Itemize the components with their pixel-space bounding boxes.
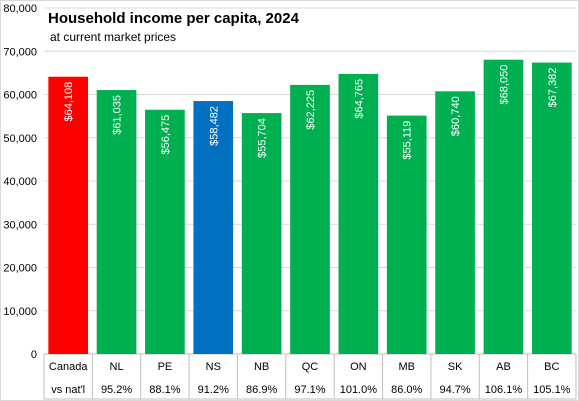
bar (483, 59, 524, 355)
x-tick-label: NB (254, 361, 269, 373)
table-value: 88.1% (149, 384, 180, 396)
table-value: 94.7% (439, 384, 470, 396)
chart-title: Household income per capita, 2024 (48, 10, 299, 27)
bar (435, 91, 475, 354)
table-row-label: vs nat'l (51, 384, 85, 396)
data-label: $64,108 (63, 82, 75, 122)
y-tick-label: 10,000 (3, 306, 37, 318)
data-label: $62,225 (305, 90, 317, 130)
table-value: 91.2% (198, 384, 229, 396)
y-tick-label: 70,000 (3, 46, 37, 58)
bar (96, 90, 137, 355)
chart-subtitle: at current market prices (50, 30, 177, 44)
bar (48, 76, 89, 354)
data-label: $56,475 (160, 115, 172, 155)
table-value: 106.1% (485, 384, 523, 396)
bar (193, 101, 234, 354)
bar (145, 109, 185, 354)
x-tick-label: SK (448, 361, 463, 373)
data-label: $55,119 (402, 121, 414, 160)
x-tick-label: AB (496, 361, 511, 373)
bar (531, 62, 572, 355)
data-label: $61,035 (112, 95, 124, 135)
data-label: $64,765 (353, 79, 365, 119)
y-tick-label: 0 (31, 349, 37, 361)
x-tick-label: BC (544, 361, 559, 373)
table-value: 86.0% (391, 384, 422, 396)
data-label: $68,050 (498, 65, 510, 105)
bar (241, 113, 282, 354)
x-tick-label: Canada (49, 361, 88, 373)
table-value: 97.1% (294, 384, 325, 396)
bar (338, 73, 379, 355)
data-label: $58,482 (208, 106, 220, 146)
bar (290, 84, 330, 354)
x-tick-label: MB (398, 361, 415, 373)
y-tick-label: 60,000 (3, 90, 37, 102)
x-tick-label: NS (206, 361, 221, 373)
data-label: $60,740 (450, 96, 462, 136)
y-tick-label: 20,000 (3, 263, 37, 275)
y-tick-label: 80,000 (3, 3, 37, 15)
table-value: 101.0% (340, 384, 378, 396)
table-value: 105.1% (533, 384, 571, 396)
table-value: 86.9% (246, 384, 277, 396)
data-label: $55,704 (257, 118, 269, 158)
x-tick-label: PE (158, 361, 173, 373)
y-tick-label: 40,000 (3, 176, 37, 188)
bar (386, 115, 427, 355)
y-tick-label: 30,000 (3, 219, 37, 231)
x-tick-label: NL (110, 361, 124, 373)
table-value: 95.2% (101, 384, 132, 396)
x-tick-label: ON (350, 361, 367, 373)
data-label: $67,382 (547, 68, 559, 108)
x-tick-label: QC (302, 361, 319, 373)
y-tick-label: 50,000 (3, 133, 37, 145)
